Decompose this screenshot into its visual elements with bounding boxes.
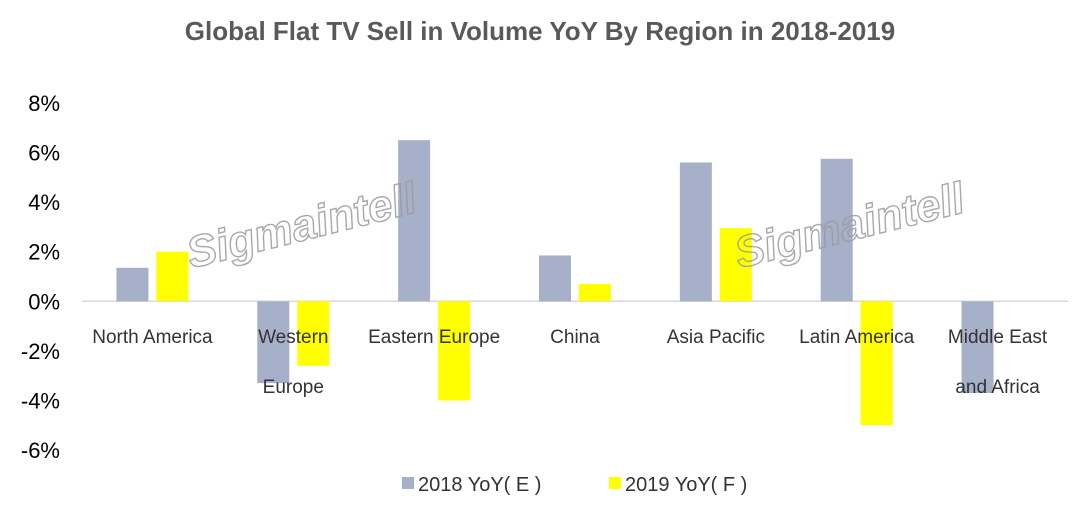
y-tick-label: 8% <box>28 91 60 116</box>
y-tick-label: -6% <box>21 438 60 463</box>
bar-2019 <box>297 301 330 366</box>
bar-2018 <box>398 140 431 302</box>
y-tick-label: -4% <box>21 388 60 413</box>
bar-2019 <box>860 301 893 426</box>
y-tick-label: 2% <box>28 240 60 265</box>
legend-swatch <box>609 477 621 489</box>
watermark-logo: Sigmaintell <box>182 174 422 279</box>
bar-2018 <box>116 267 149 302</box>
bar-2018 <box>820 158 853 302</box>
x-category-label: China <box>550 327 600 348</box>
bar-2019 <box>156 251 189 302</box>
bar-2019 <box>579 283 611 302</box>
chart-title: Global Flat TV Sell in Volume YoY By Reg… <box>185 16 895 46</box>
x-category-label: Western <box>258 327 328 348</box>
legend-label: 2019 YoY( F ) <box>625 474 747 496</box>
x-category-label: Middle East <box>948 327 1048 348</box>
bar-2018 <box>679 162 712 302</box>
bar-2018 <box>539 255 571 302</box>
bar-2018 <box>257 301 290 384</box>
x-category-label: Eastern Europe <box>368 327 500 348</box>
x-category-label: Latin America <box>799 327 915 348</box>
legend-label: 2018 YoY( E ) <box>418 474 541 496</box>
y-tick-label: 4% <box>28 190 60 215</box>
bar-2018 <box>961 301 994 393</box>
x-category-label: Asia Pacific <box>667 327 765 348</box>
x-category-label: North America <box>92 327 213 348</box>
bar-2019 <box>438 301 471 401</box>
x-category-label: and Africa <box>955 377 1040 398</box>
legend-swatch <box>402 477 414 489</box>
y-tick-label: -2% <box>21 339 60 364</box>
y-tick-label: 0% <box>28 289 60 314</box>
x-category-label: Europe <box>263 377 324 398</box>
bar-2019 <box>719 228 752 302</box>
y-tick-label: 6% <box>28 141 60 166</box>
